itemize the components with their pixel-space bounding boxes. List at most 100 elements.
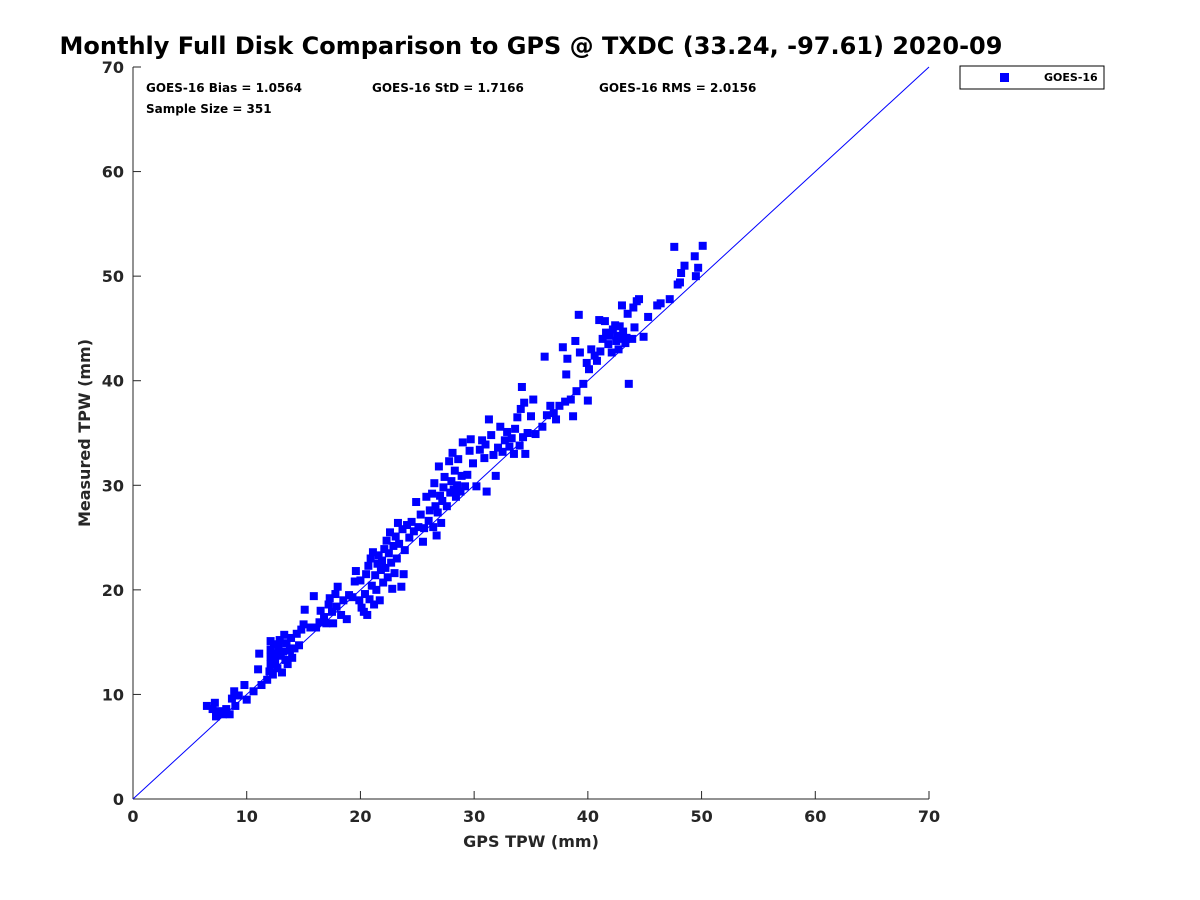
- data-point: [442, 502, 451, 511]
- data-point: [509, 449, 518, 458]
- data-point: [309, 592, 318, 601]
- data-point: [329, 619, 338, 628]
- y-tick-label: 40: [102, 372, 124, 391]
- data-point: [574, 310, 583, 319]
- y-tick-label: 20: [102, 581, 124, 600]
- data-point: [398, 525, 407, 534]
- data-point: [299, 620, 308, 629]
- std-stat: GOES-16 StD = 1.7166: [372, 81, 524, 95]
- data-point: [328, 607, 336, 616]
- chart-title: Monthly Full Disk Comparison to GPS @ TX…: [60, 32, 1003, 60]
- data-point: [611, 321, 620, 330]
- data-point: [484, 415, 493, 424]
- x-tick-label: 20: [349, 807, 371, 826]
- data-point: [212, 712, 221, 721]
- data-point: [331, 590, 340, 599]
- data-point: [517, 382, 526, 391]
- data-point: [366, 554, 375, 563]
- data-point: [615, 322, 624, 331]
- data-point: [285, 646, 294, 655]
- data-point: [600, 317, 609, 326]
- data-point: [395, 539, 404, 548]
- data-point: [271, 656, 280, 665]
- data-point: [371, 571, 380, 580]
- data-point: [491, 471, 500, 480]
- data-point: [342, 615, 351, 624]
- data-point: [450, 466, 459, 475]
- data-point: [372, 585, 381, 594]
- data-point: [227, 694, 236, 703]
- data-point: [287, 633, 296, 642]
- data-point: [428, 489, 437, 498]
- data-point: [445, 457, 454, 466]
- data-point: [519, 433, 528, 442]
- data-point: [500, 436, 509, 445]
- data-point: [407, 517, 416, 526]
- data-point: [549, 409, 558, 418]
- data-point: [583, 396, 592, 405]
- data-point: [218, 710, 227, 719]
- data-point: [520, 398, 529, 407]
- data-point: [456, 487, 465, 496]
- data-point: [607, 348, 616, 357]
- data-point: [571, 336, 580, 345]
- data-point: [624, 379, 633, 388]
- data-point: [635, 295, 644, 304]
- data-point: [279, 647, 288, 656]
- data-point: [453, 481, 462, 490]
- y-tick-label: 30: [102, 476, 124, 495]
- data-point: [469, 459, 478, 468]
- data-point: [425, 506, 434, 515]
- data-point: [587, 345, 596, 354]
- data-point: [416, 510, 425, 519]
- data-point: [482, 487, 491, 496]
- data-point: [420, 524, 429, 533]
- data-point: [392, 554, 401, 563]
- data-point: [384, 549, 393, 558]
- data-point: [656, 299, 665, 308]
- data-point: [230, 687, 239, 696]
- data-point: [263, 675, 272, 684]
- data-point: [208, 705, 217, 714]
- data-point: [266, 660, 275, 669]
- data-point: [432, 531, 441, 540]
- data-point: [558, 343, 567, 352]
- data-point: [320, 613, 329, 622]
- data-point: [475, 445, 484, 454]
- data-point: [430, 479, 439, 488]
- bias-stat: GOES-16 Bias = 1.0564: [146, 81, 302, 95]
- data-point: [322, 619, 331, 628]
- data-point: [375, 596, 384, 605]
- data-point: [478, 436, 487, 445]
- data-point: [690, 252, 699, 261]
- data-point: [202, 701, 211, 710]
- x-tick-label: 30: [463, 807, 485, 826]
- data-point: [698, 241, 707, 250]
- data-point: [438, 496, 447, 505]
- data-point: [572, 387, 581, 396]
- data-point: [412, 498, 421, 507]
- data-point: [694, 263, 703, 272]
- data-point: [356, 576, 365, 585]
- data-point: [424, 516, 433, 525]
- data-point: [584, 365, 593, 374]
- y-axis-label: Measured TPW (mm): [75, 339, 94, 527]
- data-point: [348, 593, 357, 602]
- data-point: [266, 645, 275, 654]
- data-point: [605, 331, 614, 340]
- data-point: [496, 422, 505, 431]
- data-point: [595, 316, 604, 325]
- data-point: [461, 482, 470, 491]
- data-point: [306, 623, 315, 632]
- data-point: [365, 595, 374, 604]
- data-point: [505, 442, 514, 451]
- stats-annotation: GOES-16 Bias = 1.0564 GOES-16 StD = 1.71…: [146, 81, 756, 116]
- data-point: [457, 471, 466, 480]
- data-point: [370, 600, 379, 609]
- x-tick-label: 0: [127, 807, 138, 826]
- data-point: [339, 596, 348, 605]
- data-point: [254, 665, 263, 674]
- data-point: [513, 413, 522, 422]
- data-point: [579, 379, 588, 388]
